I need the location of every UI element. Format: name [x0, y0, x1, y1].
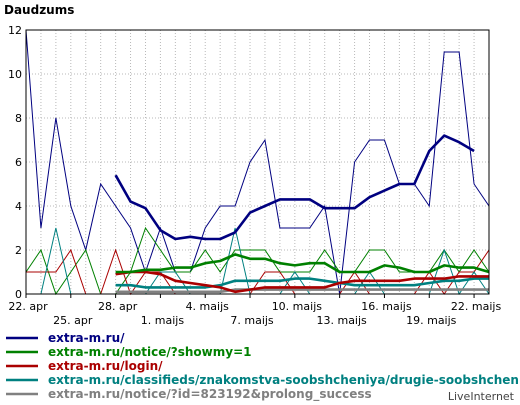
y-tick-label: 10 [8, 68, 22, 81]
credit-text: LiveInternet [448, 390, 515, 403]
legend-label-4: extra-m.ru/classifieds/znakomstva-soobsh… [48, 373, 520, 387]
x-tick-label: 19. maijs [406, 314, 457, 327]
legend-label-2: extra-m.ru/notice/?showmy=1 [48, 345, 252, 359]
x-tick-label: 7. maijs [230, 314, 274, 327]
x-tick-label: 28. apr [98, 300, 138, 313]
x-tick-label: 22. apr [8, 300, 48, 313]
x-tick-label: 13. maijs [316, 314, 367, 327]
x-tick-label: 22. maijs [451, 300, 502, 313]
y-axis: 0 2 4 6 8 10 12 [8, 24, 22, 301]
y-tick-label: 2 [15, 244, 22, 257]
y-tick-label: 6 [15, 156, 22, 169]
series-trend-4 [115, 277, 489, 289]
series-trend-1 [114, 134, 475, 241]
grid [26, 30, 489, 294]
chart-title: Daudzums [4, 3, 74, 17]
legend-label-5: extra-m.ru/notice/?id=823192&prolong_suc… [48, 387, 372, 402]
x-tick-label: 25. apr [53, 314, 93, 327]
y-tick-label: 8 [15, 112, 22, 125]
y-tick-label: 12 [8, 24, 22, 37]
legend: extra-m.ru/extra-m.ru/notice/?showmy=1ex… [6, 331, 520, 402]
legend-label-1: extra-m.ru/ [48, 331, 125, 345]
plot-frame [25, 29, 490, 295]
legend-label-3: extra-m.ru/login/ [48, 359, 163, 373]
x-tick-label: 10. maijs [272, 300, 323, 313]
x-tick-label: 1. maijs [141, 314, 185, 327]
x-tick-label: 4. maijs [186, 300, 230, 313]
x-tick-label: 16. maijs [361, 300, 412, 313]
x-axis: 22. apr 28. apr 4. maijs 10. maijs 16. maijs… [8, 294, 501, 327]
series-trend-2 [115, 253, 490, 274]
series-trend-3 [115, 270, 489, 294]
series-trend-5 [115, 288, 489, 294]
y-tick-label: 4 [15, 200, 22, 213]
y-tick-label: 0 [15, 288, 22, 301]
